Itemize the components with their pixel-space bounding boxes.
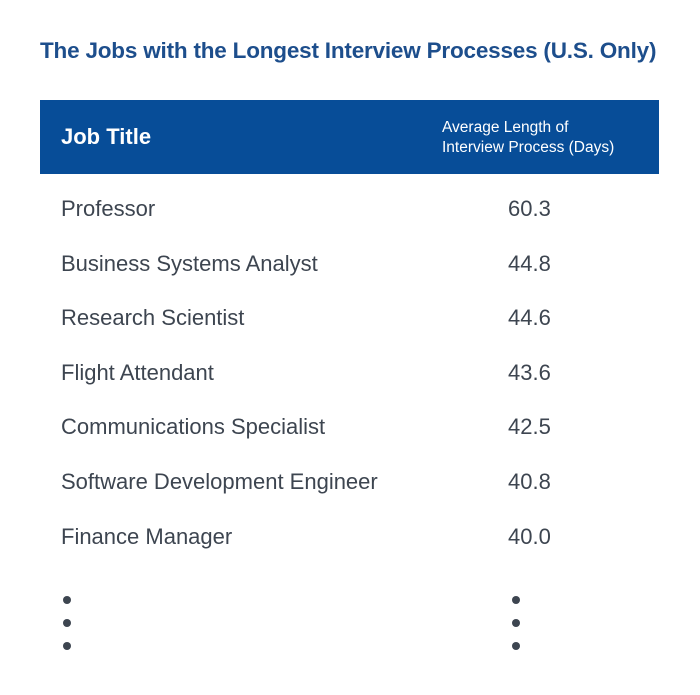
cell-average-days: 44.8 xyxy=(508,250,551,276)
table-row: Professor 60.3 xyxy=(40,182,659,237)
cell-average-days: 40.0 xyxy=(508,523,551,549)
cell-average-days: 42.5 xyxy=(508,414,551,440)
cell-job-title: Professor xyxy=(61,196,156,221)
cell-average-days: 43.6 xyxy=(508,359,551,385)
left-ellipsis xyxy=(63,596,73,665)
table-row: Finance Manager 40.0 xyxy=(40,510,659,565)
chart-title: The Jobs with the Longest Interview Proc… xyxy=(40,38,657,63)
table-body: Professor 60.3 Business Systems Analyst 44.… xyxy=(40,174,659,564)
table-header: Job Title Average Length of Interview Pr… xyxy=(40,100,659,174)
cell-job-title: Business Systems Analyst xyxy=(61,250,318,276)
ellipsis-dot xyxy=(512,596,520,604)
table-row: Research Scientist 44.6 xyxy=(40,291,659,346)
table-row: Communications Specialist 42.5 xyxy=(40,400,659,455)
right-ellipsis xyxy=(512,596,522,665)
ellipsis-dot xyxy=(63,642,71,650)
table-row: Business Systems Analyst 44.8 xyxy=(40,237,659,292)
header-job-title: Job Title xyxy=(61,124,152,149)
cell-job-title: Finance Manager xyxy=(61,523,233,549)
ellipsis-dot xyxy=(63,596,71,604)
cell-job-title: Software Development Engineer xyxy=(61,468,378,494)
jobs-table: Job Title Average Length of Interview Pr… xyxy=(40,100,659,564)
cell-average-days: 60.3 xyxy=(508,196,551,221)
header-average-length-line-2: Interview Process (Days) xyxy=(442,139,615,156)
cell-average-days: 44.6 xyxy=(508,305,551,331)
cell-job-title: Communications Specialist xyxy=(61,414,326,440)
cell-job-title: Flight Attendant xyxy=(61,359,214,385)
ellipsis-dot xyxy=(512,642,520,650)
table-row: Flight Attendant 43.6 xyxy=(40,346,659,401)
header-average-length-line-1: Average Length of xyxy=(442,119,569,136)
cell-average-days: 40.8 xyxy=(508,468,551,494)
table-row: Software Development Engineer 40.8 xyxy=(40,455,659,510)
header-average-length: Average Length of Interview Process (Day… xyxy=(442,118,652,158)
cell-job-title: Research Scientist xyxy=(61,305,245,331)
ellipsis-dot xyxy=(63,619,71,627)
ellipsis-dot xyxy=(512,619,520,627)
